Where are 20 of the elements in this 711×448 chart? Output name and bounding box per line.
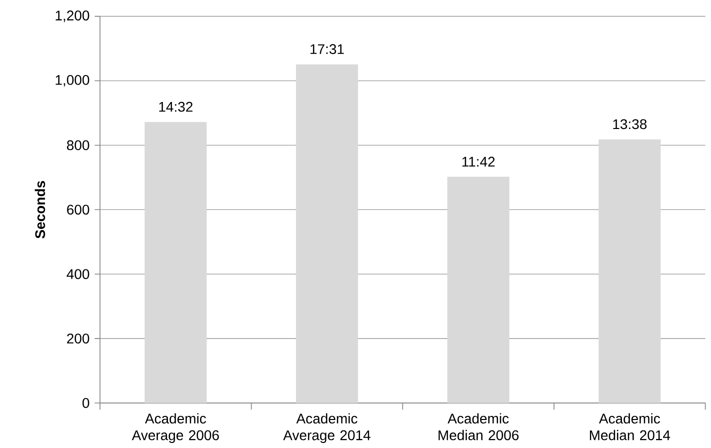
y-tick-label: 600 [67,204,90,215]
y-axis-title: Seconds [34,181,46,239]
y-tick-label: 1,000 [56,75,90,87]
x-tick-label: Academic Average 2014 [283,413,370,444]
data-label: 14:32 [159,102,192,112]
bar [296,64,358,404]
data-label: 13:38 [613,119,647,130]
bar [447,176,510,404]
bar [598,140,661,404]
y-tick-label: 400 [66,269,90,280]
y-tick-label: 200 [67,334,90,344]
data-label: 17:31 [310,44,344,54]
bar [144,122,207,404]
x-tick-label: Academic Median 2006 [438,413,519,440]
y-tick-label: 0 [82,398,90,408]
y-tick-label: 1,200 [56,10,90,22]
y-tick-label: 800 [66,140,90,150]
data-label: 11:42 [462,156,495,167]
x-tick-label: Academic Average 2006 [132,413,219,444]
x-tick-label: Academic Median 2014 [590,413,670,440]
